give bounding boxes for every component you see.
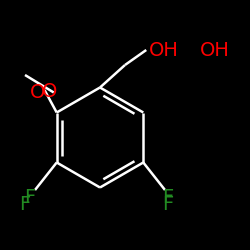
Text: F: F <box>162 188 173 207</box>
Text: F: F <box>20 196 30 214</box>
Text: OH: OH <box>200 40 230 60</box>
Text: O: O <box>30 83 45 102</box>
Text: OH: OH <box>149 40 178 60</box>
Text: O: O <box>42 82 58 101</box>
Text: F: F <box>24 188 36 207</box>
Text: F: F <box>162 196 173 214</box>
